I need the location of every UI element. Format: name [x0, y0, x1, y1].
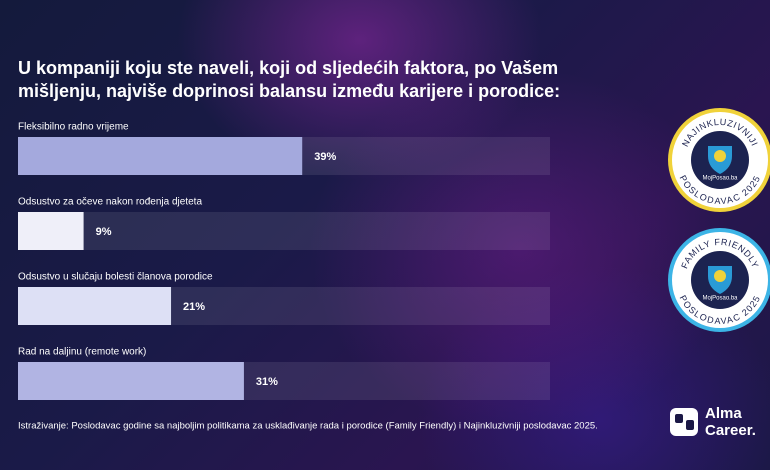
value-label: 39%: [314, 151, 336, 163]
bar: [18, 137, 303, 175]
bar: [18, 362, 244, 400]
badge-brand: MojPosao.ba: [702, 296, 738, 302]
logo-text: Career.: [705, 422, 756, 439]
bar-track: [18, 212, 550, 250]
value-label: 21%: [183, 301, 205, 313]
badge-brand: MojPosao.ba: [702, 176, 738, 182]
title-line: mišljenju, najviše doprinosi balansu izm…: [18, 81, 560, 101]
value-label: 9%: [96, 226, 112, 238]
badge: MojPosao.ba FAMILY FRIENDLY POSLODAVAC 2…: [668, 228, 770, 332]
category-label: Odsustvo u slučaju bolesti članova porod…: [18, 272, 213, 283]
logo-text: Alma: [705, 405, 742, 422]
bar: [18, 212, 84, 250]
bars: Fleksibilno radno vrijeme 39% Odsustvo za …: [18, 122, 550, 400]
category-label: Odsustvo za očeve nakon rođenja djeteta: [18, 197, 202, 208]
footnote: Istraživanje: Poslodavac godine sa najbo…: [18, 421, 598, 432]
category-label: Rad na daljinu (remote work): [18, 347, 146, 358]
value-label: 31%: [256, 376, 278, 388]
title-line: U kompaniji koju ste naveli, koji od slj…: [18, 58, 558, 78]
category-label: Fleksibilno radno vrijeme: [18, 122, 129, 133]
bar: [18, 287, 172, 325]
logo: Alma Career.: [670, 405, 756, 439]
badge: MojPosao.ba NAJINKLUZIVNIJI POSLODAVAC 2…: [668, 108, 770, 212]
